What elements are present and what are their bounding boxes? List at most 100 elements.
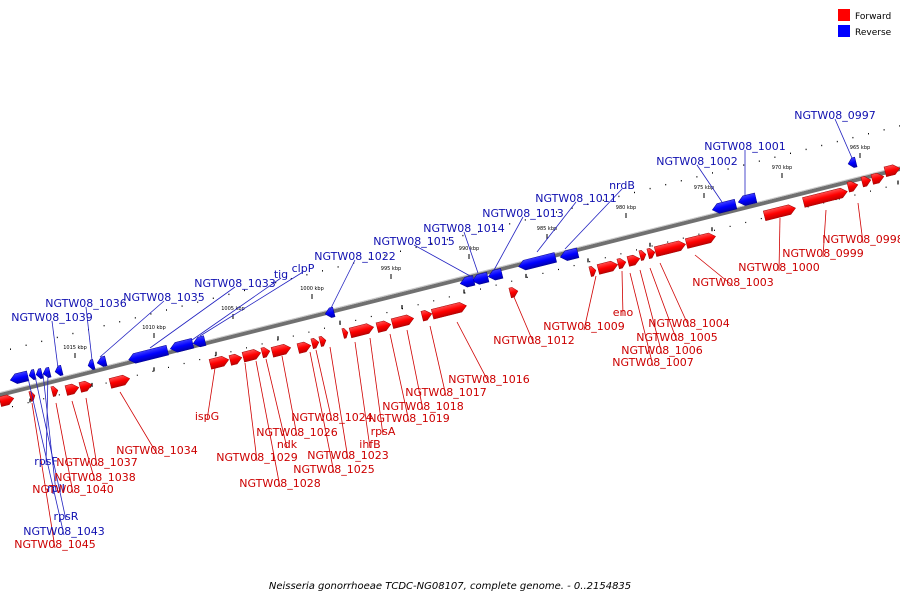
reverse-gene-arrow bbox=[128, 344, 169, 364]
leader-line bbox=[413, 244, 473, 278]
leader-line bbox=[85, 397, 98, 467]
forward-gene bbox=[860, 176, 872, 188]
scale-minor-tick bbox=[571, 207, 573, 209]
gene-labels: NGTW08_0997NGTW08_1001NGTW08_1002nrdBNGT… bbox=[11, 109, 900, 551]
legend-reverse-swatch bbox=[838, 25, 850, 37]
forward-gene-arrow bbox=[508, 287, 519, 299]
forward-gene bbox=[348, 323, 375, 339]
forward-gene bbox=[241, 349, 262, 363]
strand-minor-tick bbox=[105, 382, 107, 384]
gene-label: NGTW08_1029 bbox=[216, 451, 297, 464]
strand-minor-tick bbox=[636, 249, 637, 251]
reverse-gene-arrow bbox=[847, 156, 858, 168]
reverse-gene-arrow bbox=[87, 359, 96, 370]
leader-line bbox=[309, 351, 335, 474]
forward-gene bbox=[646, 248, 656, 260]
reverse-gene bbox=[35, 368, 44, 379]
strand-minor-tick bbox=[370, 315, 372, 318]
forward-gene bbox=[208, 356, 230, 370]
gene-label: NGTW08_1022 bbox=[314, 250, 395, 263]
forward-gene bbox=[684, 232, 716, 249]
scale-minor-tick bbox=[197, 301, 199, 303]
gene-label: NGTW08_1013 bbox=[482, 207, 563, 220]
leader-line bbox=[621, 270, 624, 317]
forward-gene-arrow bbox=[762, 204, 796, 222]
forward-gene-arrow bbox=[260, 347, 271, 359]
forward-gene-arrow bbox=[78, 380, 93, 393]
scale-label: 975 kbp bbox=[694, 185, 714, 191]
scale-label: 1010 kbp bbox=[142, 325, 166, 331]
reverse-gene bbox=[54, 364, 64, 376]
scale-label: 965 kbp bbox=[850, 145, 870, 151]
forward-gene bbox=[318, 336, 327, 347]
forward-gene bbox=[626, 254, 641, 267]
strand-minor-tick bbox=[823, 202, 825, 204]
leader-line bbox=[639, 269, 663, 355]
gene-label: NGTW08_1028 bbox=[239, 477, 320, 490]
strand-minor-tick bbox=[885, 186, 887, 188]
scale-minor-tick bbox=[462, 234, 464, 237]
gene-label: eno bbox=[613, 306, 634, 319]
strand-minor-tick bbox=[58, 394, 60, 396]
forward-gene-arrow bbox=[318, 336, 327, 347]
scale-minor-tick bbox=[415, 246, 417, 249]
scale-minor-tick bbox=[384, 254, 386, 256]
strand-minor-tick bbox=[558, 268, 559, 271]
tick-marks: 965 kbp 970 kbp 975 kbp 980 kbp 985 kbp 990 k… bbox=[10, 125, 900, 408]
forward-gene-arrow bbox=[883, 164, 900, 177]
scale-minor-tick bbox=[10, 348, 11, 350]
reverse-gene bbox=[87, 359, 96, 370]
strand-minor-tick bbox=[745, 221, 747, 224]
scale-minor-tick bbox=[821, 144, 823, 147]
scale-minor-tick bbox=[56, 336, 58, 339]
gene-label: ndk bbox=[277, 438, 298, 451]
gene-label: NGTW08_1025 bbox=[293, 463, 374, 476]
scale-minor-tick bbox=[883, 129, 885, 131]
strand-minor-tick bbox=[667, 241, 669, 243]
strand-minor-tick bbox=[199, 358, 201, 361]
reverse-gene bbox=[324, 306, 336, 318]
scale-label: 995 kbp bbox=[381, 266, 401, 272]
gene-label: NGTW08_1019 bbox=[368, 412, 449, 425]
gene-label: rpsR bbox=[54, 510, 79, 523]
strand-minor-tick bbox=[651, 245, 653, 247]
scale-label: 980 kbp bbox=[616, 205, 636, 211]
strand-minor-tick bbox=[230, 351, 232, 353]
scale-minor-tick bbox=[805, 148, 807, 151]
forward-gene-arrow bbox=[228, 353, 243, 366]
gene-label: NGTW08_1040 bbox=[32, 483, 113, 496]
leader-line bbox=[429, 325, 447, 397]
forward-gene bbox=[108, 374, 131, 389]
gene-label: nrdB bbox=[609, 179, 635, 192]
gene-label: NGTW08_1033 bbox=[194, 277, 275, 290]
reverse-gene bbox=[28, 369, 37, 380]
forward-gene bbox=[270, 344, 292, 358]
scale-minor-tick bbox=[212, 297, 214, 299]
scale-label: 1015 kbp bbox=[63, 345, 87, 351]
scale-minor-tick bbox=[446, 238, 448, 241]
gene-label: NGTW08_1045 bbox=[14, 538, 95, 551]
gene-features bbox=[0, 156, 900, 407]
scale-minor-tick bbox=[150, 313, 152, 315]
reverse-gene-arrow bbox=[9, 370, 30, 384]
legend: Forward Reverse bbox=[838, 9, 892, 38]
leader-line bbox=[389, 333, 410, 423]
reverse-gene bbox=[518, 252, 557, 271]
legend-forward-label: Forward bbox=[855, 12, 891, 22]
strand-minor-tick bbox=[27, 402, 29, 404]
reverse-gene-arrow bbox=[559, 247, 580, 261]
forward-gene bbox=[638, 250, 647, 261]
scale-label: 1005 kbp bbox=[221, 306, 245, 312]
scale-minor-tick bbox=[649, 187, 651, 190]
forward-gene bbox=[653, 240, 686, 257]
forward-gene-arrow bbox=[596, 260, 619, 275]
forward-gene bbox=[296, 341, 312, 354]
forward-gene bbox=[50, 386, 59, 397]
scale-minor-tick bbox=[25, 344, 27, 346]
forward-gene bbox=[64, 383, 80, 396]
legend-forward-swatch bbox=[838, 9, 850, 21]
strand-minor-tick bbox=[838, 198, 840, 200]
scale-minor-tick bbox=[134, 317, 136, 319]
reverse-gene bbox=[487, 268, 504, 281]
